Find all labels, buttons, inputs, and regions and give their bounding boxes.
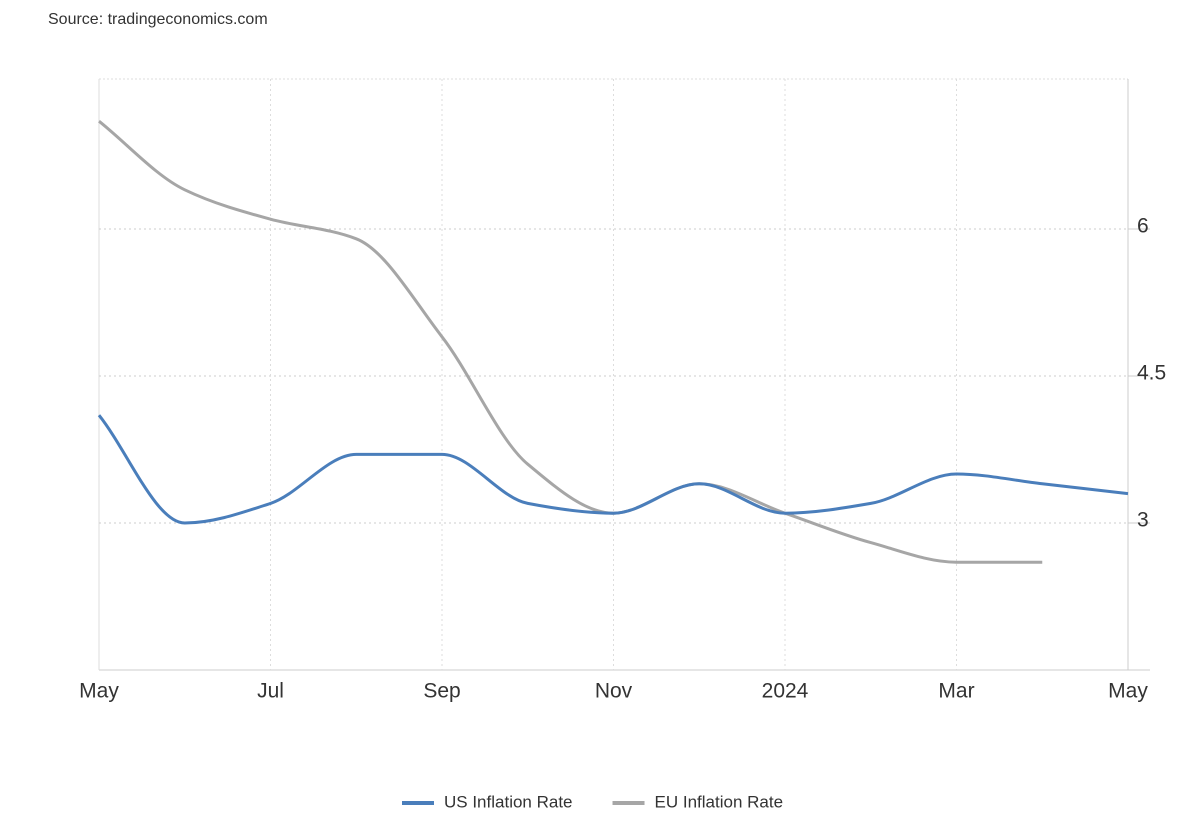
x-tick-label: 2024	[762, 680, 809, 703]
y-tick-label: 6	[1137, 215, 1149, 238]
line-series	[98, 120, 1043, 564]
legend-label: EU Inflation Rate	[655, 792, 784, 811]
line-series	[97, 414, 1129, 525]
y-tick-label: 4.5	[1137, 362, 1166, 385]
y-tick-label: 3	[1137, 509, 1149, 532]
x-tick-label: May	[1108, 680, 1148, 703]
x-tick-label: Jul	[257, 680, 284, 703]
x-tick-label: May	[79, 680, 119, 703]
x-tick-label: Nov	[595, 680, 633, 703]
x-tick-label: Sep	[423, 680, 460, 703]
x-tick-label: Mar	[938, 680, 974, 703]
source: Source: tradingeconomics.com	[48, 11, 268, 28]
legend-label: US Inflation Rate	[444, 792, 573, 811]
